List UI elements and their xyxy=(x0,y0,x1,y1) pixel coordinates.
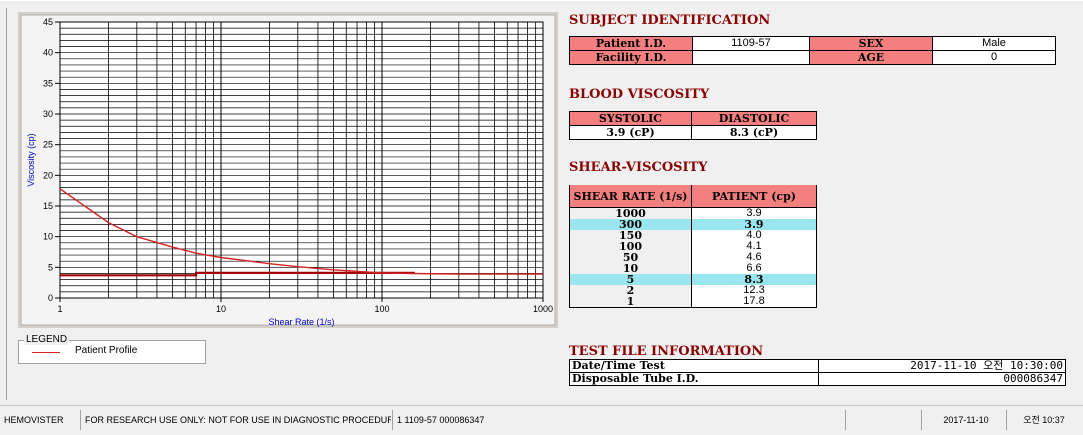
status-time: 오전 10:37 xyxy=(1006,410,1077,430)
patient-cp-cell: 17.8 xyxy=(691,296,817,308)
y-tick-label: 20 xyxy=(43,170,53,180)
patient-cp-cell: 4.0 xyxy=(691,230,817,241)
y-tick-label: 40 xyxy=(43,48,53,58)
shear-rate-cell: 1 xyxy=(569,296,692,308)
shear-rate-header: SHEAR RATE (1/s) xyxy=(569,185,692,208)
status-blank xyxy=(845,410,920,430)
patient-cp-cell: 3.9 xyxy=(691,219,817,230)
status-date: 2017-11-10 xyxy=(921,410,1006,430)
table-row: 5 8.3 xyxy=(569,274,817,285)
x-tick-label: 10 xyxy=(216,304,226,314)
blood-section-title: BLOOD VISCOSITY xyxy=(569,87,710,102)
y-tick-label: 0 xyxy=(48,293,53,303)
table-row: 10 6.6 xyxy=(569,263,817,274)
tube-id-label: Disposable Tube I.D. xyxy=(569,372,819,386)
plot-area xyxy=(60,22,543,298)
blood-viscosity-table: SYSTOLIC DIASTOLIC 3.9 (cP) 8.3 (cP) xyxy=(569,111,817,140)
patient-cp-cell: 3.9 xyxy=(691,207,817,219)
patient-cp-cell: 4.1 xyxy=(691,241,817,252)
y-tick-label: 30 xyxy=(43,109,53,119)
table-row: 1 17.8 xyxy=(569,296,817,308)
patient-cp-cell: 8.3 xyxy=(691,274,817,285)
legend-title: LEGEND xyxy=(24,334,70,345)
table-row: 50 4.6 xyxy=(569,252,817,263)
patient-cp-cell: 12.3 xyxy=(691,285,817,296)
tube-id-value: 000086347 xyxy=(818,372,1066,386)
subject-section-title: SUBJECT IDENTIFICATION xyxy=(569,13,771,28)
viscosity-chart: 0 5 10 15 20 25 30 35 40 45 1 10 100 1000 Shear Rate (… xyxy=(18,12,558,328)
sex-label: SEX xyxy=(809,36,933,51)
legend-label-patient: Patient Profile xyxy=(75,345,138,356)
file-info-table: Date/Time Test 2017-11-10 오전 10:30:00 Di… xyxy=(569,359,1066,386)
y-tick-label: 10 xyxy=(43,232,53,242)
facility-id-label: Facility I.D. xyxy=(569,50,693,65)
diastolic-label: DIASTOLIC xyxy=(691,111,817,126)
x-tick-label: 1 xyxy=(57,304,62,314)
status-record: 1 1109-57 000086347 xyxy=(392,410,845,430)
series-line-patient-profile xyxy=(59,188,543,275)
table-row: 300 3.9 xyxy=(569,219,817,230)
diastolic-value: 8.3 (cP) xyxy=(691,125,817,140)
table-row: 150 4.0 xyxy=(569,230,817,241)
age-value: 0 xyxy=(932,50,1056,65)
window-left-frame xyxy=(6,8,7,400)
table-row: 2 12.3 xyxy=(569,285,817,296)
facility-id-value xyxy=(692,50,810,65)
window-top-edge xyxy=(0,0,1083,1)
subject-table: Patient I.D. 1109-57 SEX Male Facility I… xyxy=(569,36,1056,65)
status-app-name: HEMOVISTER xyxy=(4,415,64,425)
x-tick-label: 100 xyxy=(374,304,389,314)
systolic-value: 3.9 (cP) xyxy=(569,125,692,140)
patient-cp-cell: 4.6 xyxy=(691,252,817,263)
x-axis-label: Shear Rate (1/s) xyxy=(268,317,334,327)
datetime-label: Date/Time Test xyxy=(569,359,819,373)
series-line-reference xyxy=(60,271,415,277)
shear-viscosity-table: SHEAR RATE (1/s) PATIENT (cp) 1000 3.9 30… xyxy=(569,185,817,308)
systolic-label: SYSTOLIC xyxy=(569,111,692,126)
plot-border xyxy=(59,21,544,299)
y-tick-label: 25 xyxy=(43,140,53,150)
y-tick-label: 15 xyxy=(43,201,53,211)
table-row: 100 4.1 xyxy=(569,241,817,252)
y-axis-label: Viscosity (cp) xyxy=(26,133,36,186)
legend-swatch-patient xyxy=(32,352,60,353)
file-section-title: TEST FILE INFORMATION xyxy=(569,344,764,359)
y-tick-label: 35 xyxy=(43,78,53,88)
y-tick-label: 45 xyxy=(43,17,53,27)
patient-id-value: 1109-57 xyxy=(692,36,810,51)
shear-section-title: SHEAR-VISCOSITY xyxy=(569,160,708,175)
patient-cp-cell: 6.6 xyxy=(691,263,817,274)
viscosity-chart-svg: 0 5 10 15 20 25 30 35 40 45 1 10 100 1000 Shear Rate (… xyxy=(18,12,558,328)
status-notice: FOR RESEARCH USE ONLY: NOT FOR USE IN DI… xyxy=(80,410,391,430)
datetime-value: 2017-11-10 오전 10:30:00 xyxy=(818,359,1066,373)
legend-box: LEGEND Patient Profile xyxy=(18,334,206,364)
y-tick-label: 5 xyxy=(48,262,53,272)
sex-value: Male xyxy=(932,36,1056,51)
status-bar: HEMOVISTER FOR RESEARCH USE ONLY: NOT FO… xyxy=(0,405,1083,435)
table-row: 1000 3.9 xyxy=(569,207,817,219)
x-tick-label: 1000 xyxy=(533,304,553,314)
patient-id-label: Patient I.D. xyxy=(569,36,693,51)
patient-cp-header: PATIENT (cp) xyxy=(691,185,817,208)
age-label: AGE xyxy=(809,50,933,65)
